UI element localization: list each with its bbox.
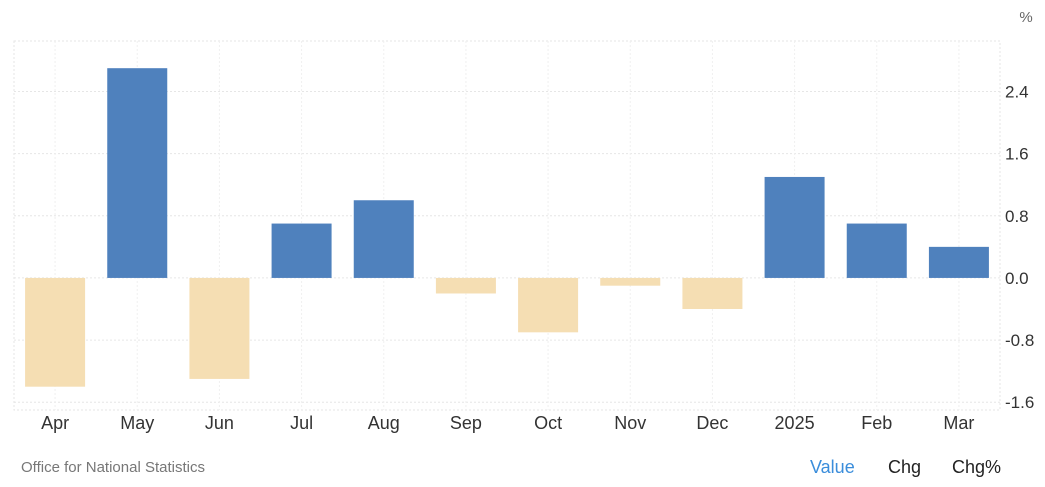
unit-label: %: [1019, 9, 1032, 26]
x-tick-label: Feb: [861, 413, 892, 433]
bar-apr[interactable]: [25, 277, 86, 387]
x-tick-label: May: [120, 413, 154, 433]
bar-jul[interactable]: [271, 223, 332, 278]
source-label: Office for National Statistics: [21, 459, 205, 476]
y-tick-label: -1.6: [1005, 393, 1034, 412]
bar-oct[interactable]: [518, 277, 579, 333]
tab-chg[interactable]: Chg: [888, 457, 922, 477]
x-tick-label: Oct: [534, 413, 562, 433]
x-tick-label: Sep: [450, 413, 482, 433]
y-tick-label: 0.8: [1005, 207, 1029, 226]
x-tick-label: Dec: [696, 413, 728, 433]
bar-jun[interactable]: [189, 277, 250, 379]
tab-value[interactable]: Value: [810, 457, 855, 477]
y-tick-label: 2.4: [1005, 82, 1029, 101]
axes: -1.6 -0.8 0.0 0.8 1.6 2.4 Apr May Jun Jul Aug Sep Oc…: [41, 82, 1034, 433]
bar-2025[interactable]: [764, 176, 825, 278]
bar-aug[interactable]: [353, 200, 414, 278]
x-tick-label: 2025: [775, 413, 815, 433]
y-tick-label: 1.6: [1005, 145, 1029, 164]
x-tick-label: Jul: [290, 413, 313, 433]
view-tabs: Value Chg Chg%: [0, 457, 1045, 481]
x-tick-label: Jun: [205, 413, 234, 433]
y-tick-label: -0.8: [1005, 331, 1034, 350]
bar-dec[interactable]: [682, 277, 743, 310]
x-tick-label: Aug: [368, 413, 400, 433]
bar-sep[interactable]: [435, 277, 496, 294]
x-tick-label: Apr: [41, 413, 69, 433]
y-tick-label: 0.0: [1005, 269, 1029, 288]
bar-chart: -1.6 -0.8 0.0 0.8 1.6 2.4 Apr May Jun Jul Aug Sep Oc…: [13, 9, 1034, 433]
bar-may[interactable]: [107, 68, 168, 278]
bar-feb[interactable]: [846, 223, 907, 278]
bar-mar[interactable]: [928, 246, 989, 278]
plot-frame: [13, 40, 1001, 411]
x-tick-label: Nov: [614, 413, 646, 433]
bars: [25, 68, 989, 387]
tab-chg-percent[interactable]: Chg%: [952, 457, 1002, 477]
x-tick-label: Mar: [943, 413, 974, 433]
bar-nov[interactable]: [600, 277, 661, 286]
